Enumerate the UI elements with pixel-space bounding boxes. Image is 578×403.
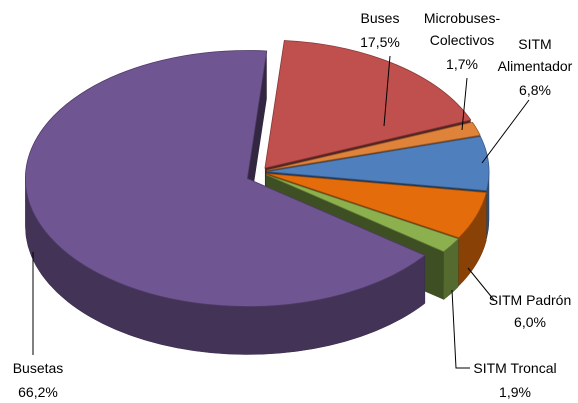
- value-label: 6,0%: [514, 314, 546, 330]
- slice-label: SITM Alimentador: [497, 36, 573, 74]
- slice-label: Microbuses-Colectivos: [423, 10, 501, 48]
- slice-label: SITM Troncal: [473, 360, 557, 376]
- value-label: 1,9%: [499, 384, 531, 400]
- value-label: 17,5%: [360, 34, 400, 50]
- slice-label: SITM Padrón: [488, 292, 572, 308]
- value-label: 1,7%: [446, 56, 478, 72]
- slice: [266, 136, 490, 192]
- leader-line: [461, 77, 468, 131]
- slice-label: Busetas: [12, 360, 64, 376]
- slice: [24, 50, 426, 307]
- slice-label: Buses: [360, 10, 400, 26]
- leader-line: [451, 289, 470, 369]
- value-label: 6,8%: [519, 82, 551, 98]
- slice: [266, 174, 460, 253]
- slice: [266, 173, 487, 239]
- leader-line: [481, 99, 530, 164]
- slice: [266, 121, 481, 171]
- leader-line: [383, 55, 391, 127]
- leader-line: [467, 267, 495, 301]
- value-label: 66,2%: [18, 384, 58, 400]
- slice: [264, 40, 472, 169]
